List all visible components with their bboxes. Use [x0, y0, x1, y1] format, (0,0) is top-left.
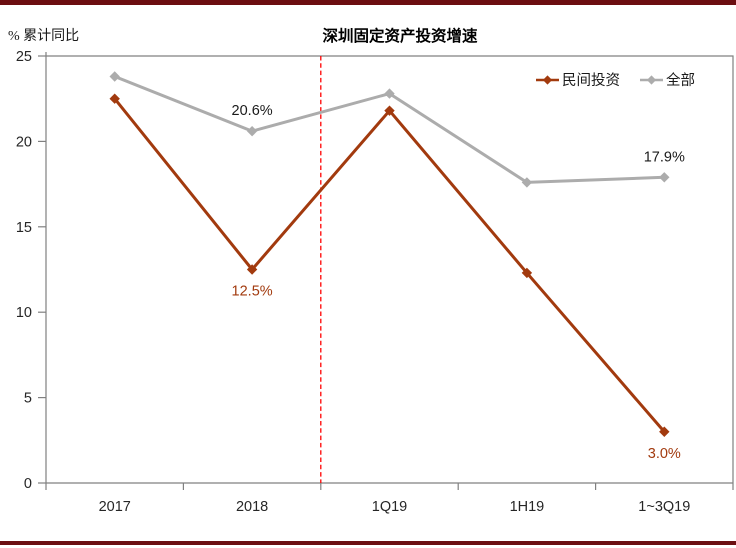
y-tick-label: 5: [24, 391, 32, 407]
legend-label: 全部: [666, 71, 695, 89]
y-tick-label: 15: [16, 220, 32, 236]
data-point: [659, 172, 670, 183]
y-tick-label: 10: [16, 305, 32, 321]
data-point: [246, 264, 258, 275]
data-point: [109, 93, 120, 104]
data-point: [384, 105, 395, 116]
data-point: [109, 71, 120, 82]
data-point: [521, 177, 533, 188]
legend-marker-diamond: [646, 75, 657, 85]
x-category-label: 2018: [236, 499, 268, 515]
y-axis-unit-label: % 累计同比: [8, 29, 80, 44]
bottom-divider-bar: [0, 541, 736, 545]
data-label: 20.6%: [232, 103, 273, 119]
x-category-label: 1H19: [510, 499, 545, 515]
x-category-label: 1Q19: [372, 499, 407, 515]
series-line-民间投资: [113, 97, 666, 433]
data-point: [384, 88, 395, 99]
data-label: 12.5%: [232, 284, 273, 300]
legend-marker-diamond: [542, 75, 553, 85]
y-tick-label: 20: [16, 134, 32, 150]
x-category-label: 2017: [99, 499, 131, 515]
legend-label: 民间投资: [562, 72, 620, 89]
top-divider-bar: [0, 0, 736, 5]
data-point: [246, 125, 258, 137]
y-tick-label: 0: [24, 476, 32, 492]
plot-frame: [46, 55, 734, 483]
data-point: [659, 426, 670, 437]
data-point: [521, 267, 533, 279]
data-label: 3.0%: [648, 446, 681, 462]
data-label: 17.9%: [644, 149, 685, 165]
x-category-label: 1~3Q19: [638, 499, 690, 515]
chart-title: 深圳固定资产投资增速: [322, 28, 478, 45]
y-tick-label: 25: [16, 49, 32, 65]
